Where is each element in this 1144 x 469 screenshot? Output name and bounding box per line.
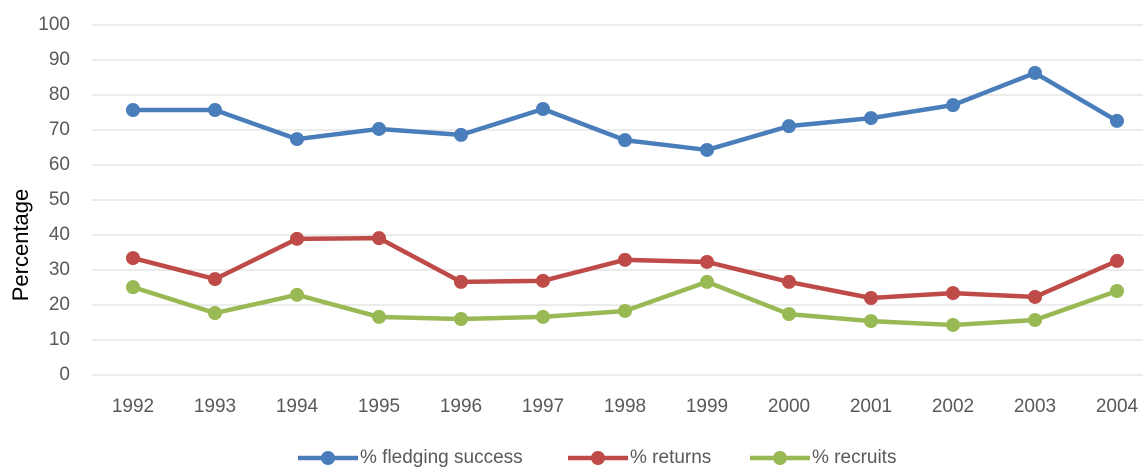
y-tick-label: 10: [49, 329, 70, 350]
data-point: [946, 98, 960, 113]
x-tick-label: 1993: [194, 396, 236, 417]
data-point: [290, 132, 304, 147]
data-point: [208, 306, 222, 321]
data-point: [290, 287, 304, 302]
x-tick-label: 2000: [768, 396, 810, 417]
x-tick-label: 1999: [686, 396, 728, 417]
data-point: [290, 231, 304, 246]
legend-label: % fledging success: [360, 447, 523, 468]
data-point: [372, 231, 386, 246]
x-tick-label: 1995: [358, 396, 400, 417]
data-point: [536, 102, 550, 116]
x-tick-label: 1997: [522, 396, 564, 417]
data-point: [208, 272, 222, 287]
data-point: [454, 312, 468, 326]
data-point: [1028, 313, 1042, 328]
x-tick-label: 2003: [1014, 396, 1056, 417]
data-point: [1028, 289, 1042, 304]
y-tick-label: 70: [49, 119, 70, 140]
data-point: [126, 280, 140, 295]
data-point: [618, 303, 632, 318]
data-point: [454, 127, 468, 142]
y-tick-label: 50: [49, 189, 70, 210]
legend-marker: [773, 451, 787, 465]
x-tick-label: 2001: [850, 396, 892, 417]
y-tick-label: 60: [49, 154, 70, 175]
data-point: [372, 121, 386, 136]
legend-marker: [591, 451, 605, 465]
data-point: [700, 142, 714, 157]
y-tick-label: 40: [49, 224, 70, 245]
y-tick-label: 80: [49, 84, 70, 105]
data-point: [782, 274, 796, 289]
x-tick-label: 1998: [604, 396, 646, 417]
data-point: [372, 309, 386, 324]
data-point: [700, 274, 714, 289]
series-line: [132, 279, 1118, 328]
y-tick-label: 20: [49, 294, 70, 315]
x-tick-label: 1996: [440, 396, 482, 417]
x-tick-label: 1992: [112, 396, 154, 417]
data-point: [1028, 65, 1042, 80]
data-point: [126, 251, 140, 266]
data-point: [536, 273, 550, 288]
series-line: [132, 235, 1118, 301]
y-tick-label: 90: [49, 49, 70, 70]
y-tick-label: 100: [38, 14, 70, 35]
legend-marker: [321, 451, 335, 465]
data-point: [1110, 113, 1124, 128]
data-point: [946, 317, 960, 332]
data-point: [782, 307, 796, 322]
legend-label: % returns: [630, 447, 711, 468]
data-point: [700, 254, 714, 269]
data-point: [864, 291, 878, 305]
x-tick-label: 2002: [932, 396, 974, 417]
data-point: [864, 314, 878, 329]
y-tick-label: 0: [59, 364, 70, 385]
data-point: [1110, 284, 1124, 298]
data-point: [864, 111, 878, 126]
data-point: [208, 103, 222, 118]
data-point: [126, 103, 140, 118]
data-point: [618, 133, 632, 148]
data-point: [454, 274, 468, 289]
legend-label: % recruits: [812, 447, 896, 468]
data-point: [782, 119, 796, 134]
y-tick-label: 30: [49, 259, 70, 280]
data-point: [536, 309, 550, 324]
data-point: [946, 286, 960, 301]
data-point: [1110, 253, 1124, 268]
x-tick-label: 1994: [276, 396, 319, 417]
data-point: [618, 252, 632, 267]
y-axis-label: Percentage: [8, 189, 33, 302]
x-tick-label: 2004: [1096, 396, 1139, 417]
